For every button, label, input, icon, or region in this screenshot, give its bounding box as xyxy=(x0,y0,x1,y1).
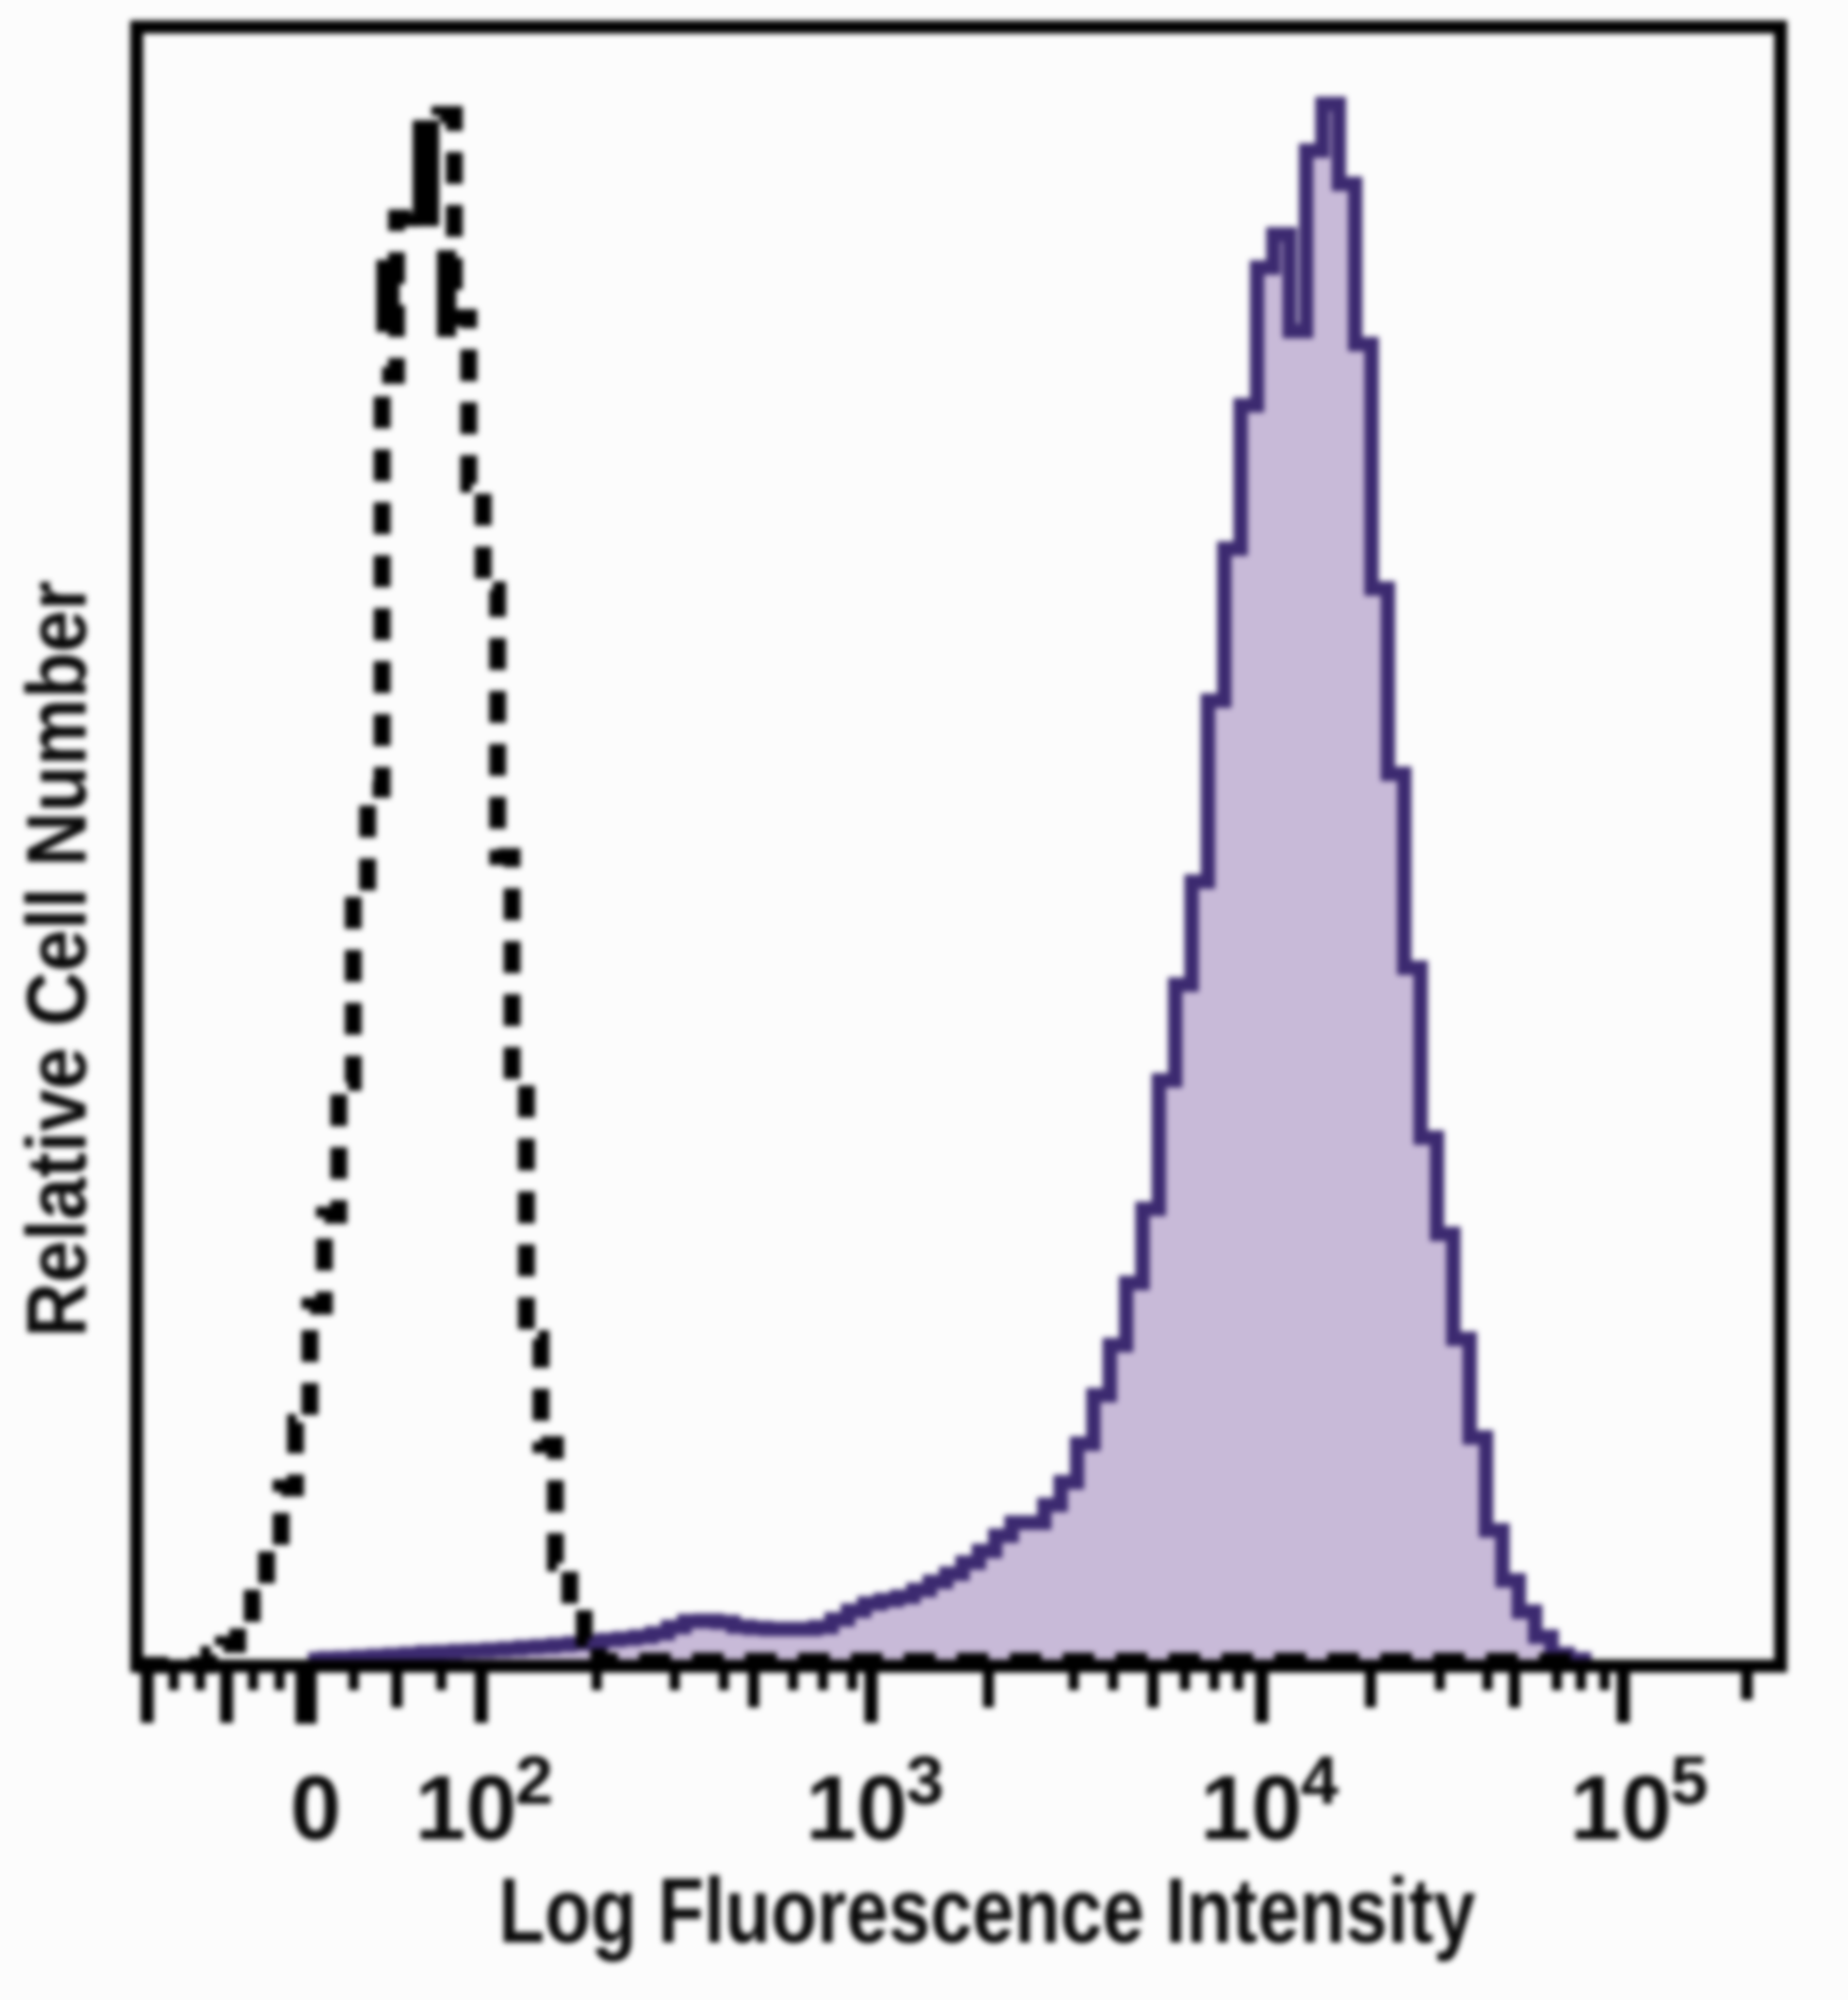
svg-text:10: 10 xyxy=(415,1757,516,1859)
svg-text:10: 10 xyxy=(1570,1757,1671,1859)
svg-text:3: 3 xyxy=(906,1742,944,1819)
svg-text:Relative Cell Number: Relative Cell Number xyxy=(10,581,104,1337)
svg-text:Log Fluorescence Intensity: Log Fluorescence Intensity xyxy=(499,1859,1476,1962)
svg-text:10: 10 xyxy=(1200,1757,1302,1859)
svg-text:5: 5 xyxy=(1670,1742,1708,1819)
svg-text:0: 0 xyxy=(290,1757,341,1859)
svg-text:4: 4 xyxy=(1301,1742,1339,1819)
svg-text:10: 10 xyxy=(806,1757,907,1859)
svg-text:2: 2 xyxy=(515,1742,553,1819)
